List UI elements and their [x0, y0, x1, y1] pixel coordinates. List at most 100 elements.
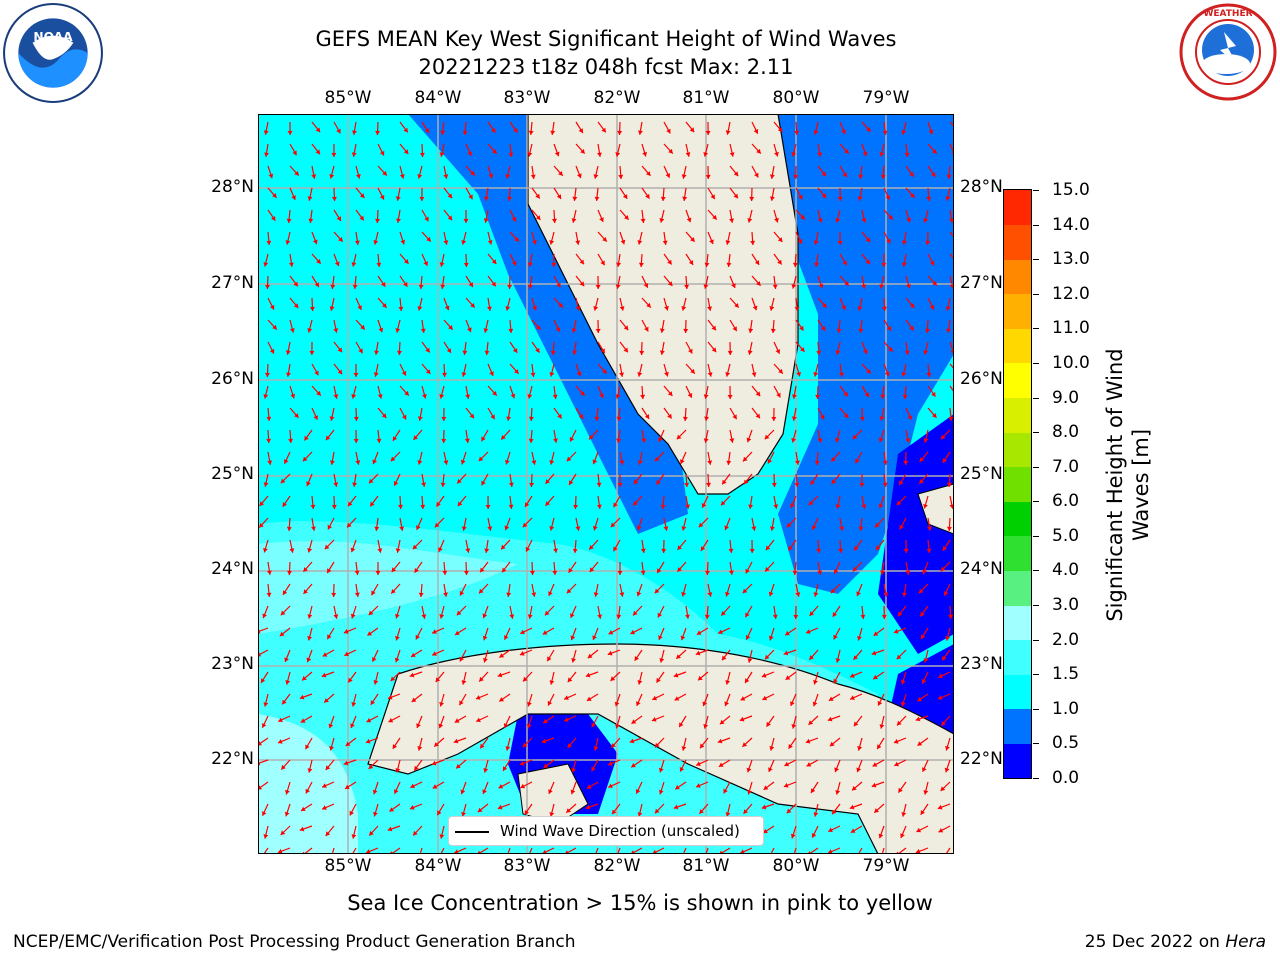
wave-direction-arrowhead: [857, 196, 863, 201]
wave-direction-arrowhead: [925, 328, 930, 333]
wave-direction-arrowhead: [259, 501, 265, 506]
wave-direction-arrowhead: [417, 306, 423, 311]
wave-direction-arrowhead: [462, 350, 468, 355]
wave-direction-arrowhead: [857, 636, 862, 641]
wave-direction-arrowhead: [813, 592, 819, 597]
wave-direction-arrowhead: [717, 738, 723, 744]
wave-direction-arrowhead: [619, 460, 625, 465]
wave-direction-arrowhead: [566, 456, 572, 462]
wave-direction-arrowhead: [877, 700, 883, 706]
wave-direction-arrowhead: [327, 634, 332, 640]
wave-direction-arrowhead: [785, 675, 791, 680]
wave-direction-arrowhead: [834, 767, 839, 773]
wave-direction-arrowhead: [439, 614, 445, 619]
wave-direction-arrowhead: [599, 393, 604, 398]
wave-direction-arrowhead: [817, 152, 822, 157]
wave-direction-arrowhead: [865, 237, 871, 243]
wave-direction-arrowhead: [421, 614, 427, 619]
wave-direction-arrowhead: [863, 349, 868, 355]
wave-direction-arrowhead: [638, 262, 644, 267]
wave-direction-arrowhead: [285, 789, 290, 795]
wave-direction-arrowhead: [294, 171, 299, 176]
wave-direction-arrowhead: [480, 743, 485, 749]
wave-direction-arrow: [595, 847, 599, 854]
wave-direction-arrowhead: [484, 548, 490, 553]
wave-direction-arrowhead: [877, 744, 882, 750]
wave-direction-arrowhead: [265, 372, 270, 377]
wave-direction-arrowhead: [857, 746, 863, 751]
wave-direction-arrowhead: [615, 284, 621, 289]
wave-direction-arrowhead: [711, 325, 716, 331]
wave-direction-arrowhead: [640, 570, 646, 575]
wave-direction-arrowhead: [264, 152, 269, 157]
bahamas-land: [917, 483, 954, 535]
wave-direction-arrowhead: [432, 629, 437, 634]
wave-direction-arrowhead: [810, 480, 815, 485]
wave-direction-arrowhead: [881, 263, 887, 267]
wave-direction-arrowhead: [557, 413, 562, 419]
lat-label-left: 28°N: [211, 177, 254, 197]
wave-direction-arrowhead: [454, 849, 459, 854]
wave-direction-arrowhead: [262, 613, 267, 619]
wave-direction-arrowhead: [942, 655, 947, 661]
wave-direction-arrowhead: [768, 635, 774, 641]
wave-direction-arrowhead: [658, 767, 664, 773]
wave-direction-arrowhead: [592, 635, 597, 640]
wave-direction-arrowhead: [794, 482, 800, 487]
wave-direction-arrowhead: [263, 130, 269, 135]
wave-direction-arrowhead: [503, 766, 508, 771]
colorbar-segment: [1004, 259, 1031, 295]
wave-direction-arrowhead: [899, 480, 904, 486]
wave-direction-arrowhead: [373, 240, 379, 245]
wave-direction-arrowhead: [399, 174, 405, 179]
wave-direction-arrowhead: [658, 635, 663, 640]
wave-direction-arrowhead: [835, 790, 841, 795]
wave-direction-arrowhead: [506, 592, 512, 597]
wave-direction-arrowhead: [909, 325, 914, 331]
wave-direction-arrowhead: [707, 372, 713, 377]
wave-direction-arrowhead: [597, 614, 603, 619]
wave-direction-arrowhead: [752, 305, 758, 311]
wave-direction-arrowhead: [879, 284, 885, 289]
wave-direction-arrowhead: [698, 522, 704, 528]
wave-direction-arrowhead: [432, 651, 437, 656]
wave-direction-arrowhead: [660, 196, 666, 201]
wave-direction-arrowhead: [535, 215, 541, 220]
wave-direction-arrowhead: [596, 504, 602, 509]
wave-direction-arrowhead: [811, 833, 817, 838]
colorbar-tick-label: 15.0: [1052, 180, 1090, 200]
wave-direction-arrowhead: [327, 524, 333, 530]
lon-label-bottom: 79°W: [862, 856, 910, 876]
wave-direction-arrowhead: [772, 284, 778, 289]
wave-direction-arrowhead: [746, 437, 752, 443]
wave-direction-arrowhead: [798, 194, 803, 200]
wave-direction-arrowhead: [864, 392, 869, 397]
wave-direction-arrowhead: [528, 130, 534, 135]
wave-direction-arrowhead: [635, 789, 641, 794]
colorbar-tick: [1033, 224, 1039, 226]
wave-direction-arrowhead: [304, 435, 309, 441]
wave-direction-arrowhead: [564, 717, 569, 722]
wave-direction-arrowhead: [852, 566, 858, 572]
wave-direction-arrowhead: [505, 306, 511, 311]
wave-direction-arrowhead: [501, 435, 506, 440]
wave-direction-arrowhead: [497, 804, 503, 810]
svg-text:WEATHER: WEATHER: [1203, 9, 1252, 19]
colorbar-tick-label: 12.0: [1052, 283, 1090, 304]
wave-direction-arrowhead: [618, 174, 624, 179]
wave-direction-arrowhead: [404, 259, 409, 264]
wave-direction-arrowhead: [269, 348, 275, 354]
wave-direction-arrowhead: [365, 738, 371, 744]
wave-direction-arrowhead: [777, 259, 782, 265]
wave-direction-arrowhead: [403, 149, 409, 154]
wave-direction-arrowhead: [723, 788, 728, 794]
wave-direction-arrowhead: [456, 610, 462, 616]
lon-label-bottom: 82°W: [593, 856, 641, 876]
svg-text:NOAA: NOAA: [33, 30, 73, 44]
wave-direction-arrowhead: [655, 742, 660, 748]
wave-direction-arrowhead: [525, 546, 531, 552]
wave-direction-arrowhead: [394, 657, 400, 663]
wave-direction-arrowhead: [706, 482, 711, 487]
wave-direction-arrowhead: [460, 459, 466, 465]
wave-direction-arrowhead: [878, 833, 884, 839]
